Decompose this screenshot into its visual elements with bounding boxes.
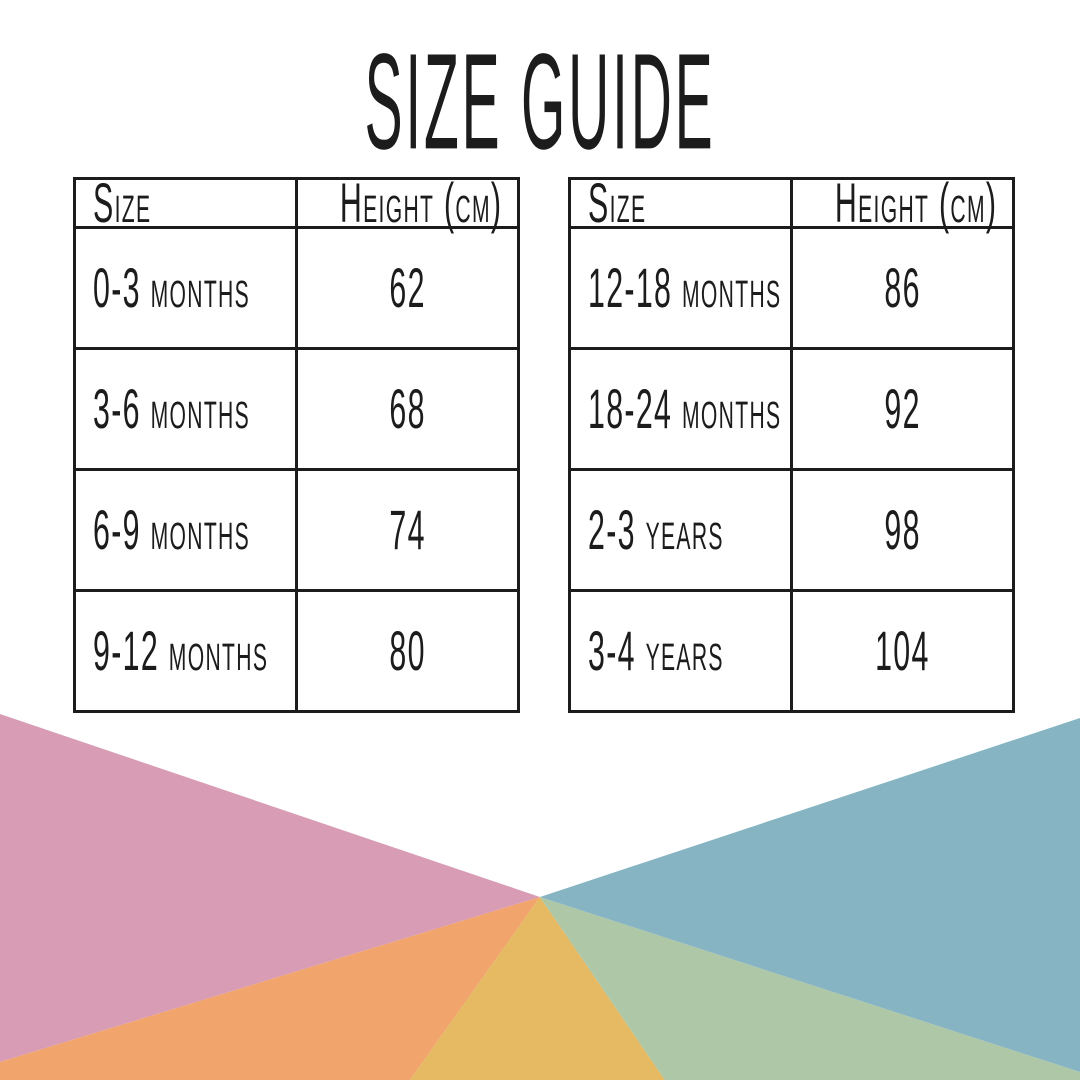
size-label: 6-9 months [93,498,251,562]
height-value: 92 [884,377,921,441]
page-title: SIZE GUIDE [364,26,716,179]
table-row: 18-24 months 92 [568,347,1015,471]
table-row: 9-12 months 80 [73,589,520,713]
size-label: 0-3 months [93,256,251,320]
height-cell: 68 [295,347,520,471]
size-label: 9-12 months [93,619,269,683]
table-row: 3-4 years 104 [568,589,1015,713]
size-cell: 3-4 years [568,589,793,713]
size-cell: 0-3 months [73,226,298,350]
height-value: 62 [389,256,426,320]
table-row: 3-6 months 68 [73,347,520,471]
size-column-header: Size [568,175,793,231]
fan-triangle-pink [0,714,540,1062]
size-table: Size Height (cm) 12-18 months 86 18-24 month… [568,175,1015,713]
size-cell: 2-3 years [568,468,793,592]
fan-triangle-orange [0,897,540,1080]
column-header-label: Height (cm) [834,171,998,235]
height-value: 68 [389,377,426,441]
height-cell: 74 [295,468,520,592]
table-row: 0-3 months 62 [73,226,520,350]
size-table: Size Height (cm) 0-3 months 62 3-6 months 68 6… [73,175,520,713]
column-header-label: Size [93,171,152,235]
size-cell: 9-12 months [73,589,298,713]
height-cell: 62 [295,226,520,350]
height-value: 74 [389,498,426,562]
height-value: 98 [884,498,921,562]
size-column-header: Size [73,175,298,231]
size-label: 12-18 months [588,256,782,320]
height-value: 80 [389,619,426,683]
size-table-toddlers: Size Height (cm) 12-18 months 86 18-24 month… [568,175,1015,713]
fan-triangle-blue [540,718,1080,1072]
height-column-header: Height (cm) [295,175,520,231]
table-row: 12-18 months 86 [568,226,1015,350]
table-row: 6-9 months 74 [73,468,520,592]
height-column-header: Height (cm) [790,175,1015,231]
size-label: 2-3 years [588,498,724,562]
size-cell: 18-24 months [568,347,793,471]
header-row: Size Height (cm) [73,175,520,231]
size-cell: 6-9 months [73,468,298,592]
size-cell: 3-6 months [73,347,298,471]
height-cell: 104 [790,589,1015,713]
size-label: 18-24 months [588,377,782,441]
fan-triangle-green [540,897,1080,1080]
table-row: 2-3 years 98 [568,468,1015,592]
column-header-label: Size [588,171,647,235]
height-value: 104 [875,619,930,683]
size-label: 3-4 years [588,619,724,683]
height-cell: 80 [295,589,520,713]
header-row: Size Height (cm) [568,175,1015,231]
size-table-infants: Size Height (cm) 0-3 months 62 3-6 months 68 6… [73,175,520,713]
size-label: 3-6 months [93,377,251,441]
height-value: 86 [884,256,921,320]
size-cell: 12-18 months [568,226,793,350]
column-header-label: Height (cm) [339,171,503,235]
height-cell: 92 [790,347,1015,471]
height-cell: 86 [790,226,1015,350]
height-cell: 98 [790,468,1015,592]
fan-triangle-gold [410,897,665,1080]
